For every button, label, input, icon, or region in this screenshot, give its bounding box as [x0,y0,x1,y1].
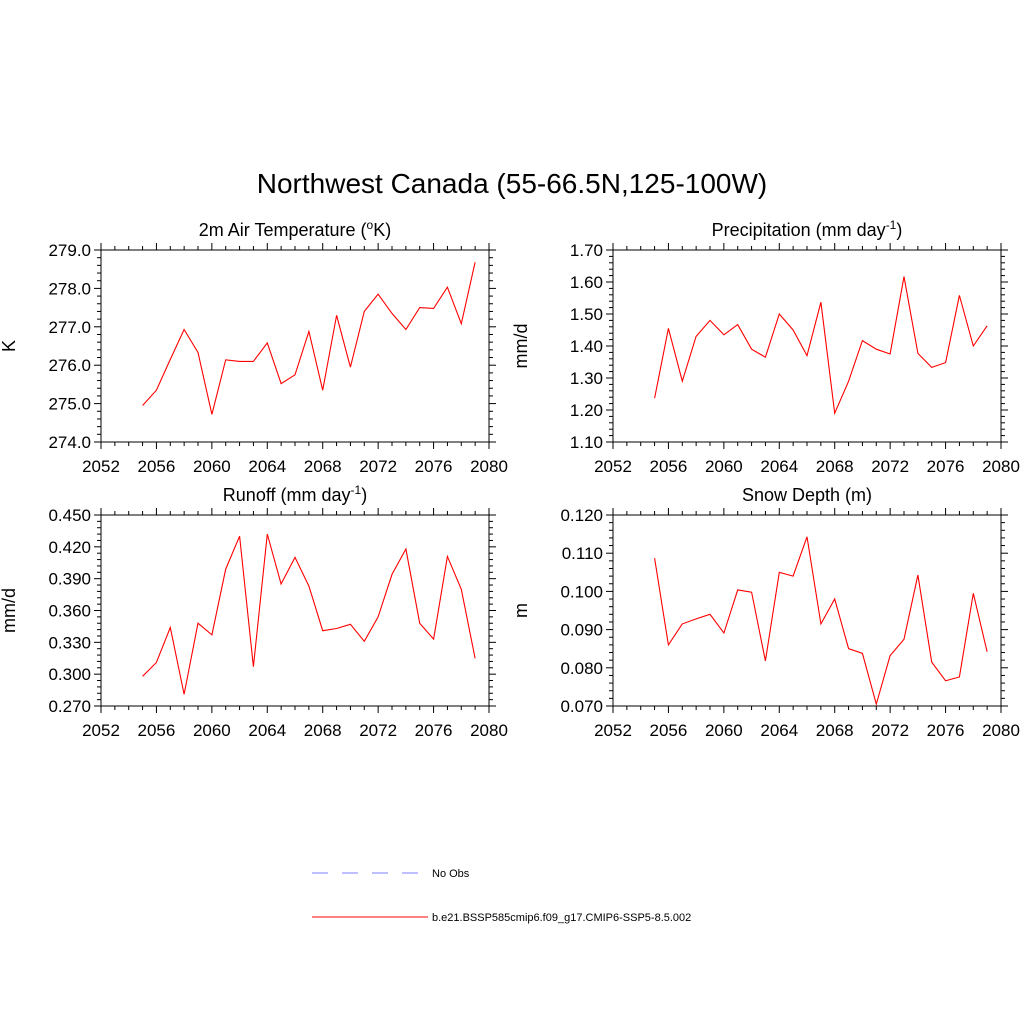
y-tick-label: 0.390 [48,570,91,589]
y-tick-label: 277.0 [48,318,91,337]
series-line [142,533,476,695]
x-tick-label: 2068 [816,721,854,740]
x-tick-label: 2080 [982,457,1020,476]
y-tick-label: 275.0 [48,395,91,414]
y-tick-label: 278.0 [48,279,91,298]
page-title: Northwest Canada (55-66.5N,125-100W) [256,168,768,199]
y-tick-label: 0.110 [562,544,603,563]
y-tick-label: 1.30 [570,369,603,388]
y-tick-label: 276.0 [48,356,91,375]
x-tick-label: 2080 [982,721,1020,740]
plot-frame [612,249,1002,443]
y-tick-label: 279.0 [48,241,91,260]
series-line [654,276,988,416]
plot-frame [100,249,490,443]
y-tick-label: 0.090 [560,621,603,640]
y-tick-label: 1.60 [570,273,603,292]
series-line [654,536,988,707]
y-tick-label: 0.450 [48,506,91,525]
y-tick-label: 274.0 [48,433,91,452]
y-tick-label: 0.330 [48,633,91,652]
y-axis-label: mm/d [0,588,19,633]
y-tick-label: 0.420 [48,538,91,557]
y-tick-label: 0.080 [560,659,603,678]
x-tick-label: 2076 [927,457,965,476]
panel-title: Precipitation (mm day-1) [712,218,903,240]
x-tick-label: 2072 [871,457,909,476]
panel-title: Runoff (mm day-1) [223,483,367,505]
x-tick-label: 2064 [760,457,798,476]
x-tick-label: 2076 [927,721,965,740]
x-tick-label: 2072 [359,457,397,476]
x-tick-label: 2056 [138,721,176,740]
panel-precip: 2052 2056 2060 2064 2068 2072 2076 2080 1.10 1.20… [511,218,1020,476]
y-tick-label: 1.50 [570,305,603,324]
x-tick-label: 2072 [871,721,909,740]
y-tick-label: 1.10 [570,433,603,452]
y-tick-label: 0.300 [48,665,91,684]
x-tick-label: 2068 [304,457,342,476]
y-tick-label: 1.70 [570,241,603,260]
x-tick-label: 2080 [470,457,508,476]
x-tick-label: 2072 [359,721,397,740]
series-line [142,262,476,415]
x-tick-label: 2052 [82,721,120,740]
y-axis-label: m [511,603,531,618]
y-axis-label: K [0,340,19,352]
y-tick-label: 1.40 [570,337,603,356]
x-tick-label: 2064 [248,457,286,476]
x-tick-label: 2056 [650,457,688,476]
y-tick-label: 0.070 [560,697,603,716]
x-tick-label: 2056 [138,457,176,476]
y-tick-label: 0.270 [48,697,91,716]
y-tick-label: 0.360 [48,602,91,621]
panel-runoff: 2052 2056 2060 2064 2068 2072 2076 2080 0.270 0.3… [0,483,508,740]
y-tick-label: 0.100 [560,582,603,601]
x-tick-label: 2060 [193,721,231,740]
y-axis-label: mm/d [511,324,531,369]
legend-obs-label: No Obs [432,868,470,880]
panel-title: 2m Air Temperature (oK) [199,218,391,240]
x-tick-label: 2068 [816,457,854,476]
y-tick-label: 1.20 [570,401,603,420]
x-tick-label: 2064 [248,721,286,740]
legend-model-label: b.e21.BSSP585cmip6.f09_g17.CMIP6-SSP5-8.… [432,912,691,924]
panel-title: Snow Depth (m) [742,485,872,505]
x-tick-label: 2060 [705,457,743,476]
x-tick-label: 2080 [470,721,508,740]
x-tick-label: 2052 [82,457,120,476]
x-tick-label: 2064 [760,721,798,740]
x-tick-label: 2052 [594,457,632,476]
plot-frame [100,514,490,707]
panel-snow: 2052 2056 2060 2064 2068 2072 2076 2080 0.070 0.0… [511,485,1020,740]
x-tick-label: 2060 [705,721,743,740]
x-tick-label: 2076 [415,457,453,476]
x-tick-label: 2060 [193,457,231,476]
x-tick-label: 2068 [304,721,342,740]
y-tick-label: 0.120 [560,506,603,525]
legend: No Obs b.e21.BSSP585cmip6.f09_g17.CMIP6-S… [312,868,691,924]
x-tick-label: 2056 [650,721,688,740]
panel-temp: 2052 2056 2060 2064 2068 2072 2076 2080 274.0 275… [0,218,508,476]
x-tick-label: 2076 [415,721,453,740]
x-tick-label: 2052 [594,721,632,740]
